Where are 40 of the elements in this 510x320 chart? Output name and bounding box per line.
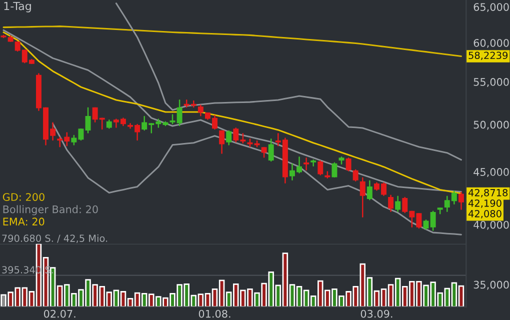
text: Bollinger Band: 20	[3, 205, 98, 216]
candlestick	[304, 157, 310, 170]
x-tick-label: 01.08.	[198, 310, 230, 318]
text: 42,8718	[468, 189, 508, 198]
candlestick	[198, 104, 204, 116]
candlestick	[346, 157, 352, 172]
text: GD: 200	[2, 193, 44, 201]
candlestick	[219, 130, 225, 154]
candlestick	[310, 159, 316, 166]
candlestick	[261, 146, 267, 158]
y-tick-label: 35,000	[474, 280, 509, 290]
text: 42,080	[468, 210, 502, 218]
candlestick	[332, 162, 338, 178]
y-tick-label: 45,000	[474, 168, 509, 177]
candlestick	[318, 160, 324, 176]
x-tick-label: 03.09.	[360, 310, 392, 318]
y-tick-label: 40,000	[474, 220, 509, 230]
candlestick	[388, 194, 394, 212]
candlestick	[430, 210, 436, 231]
x-tick-label: 02.07.	[44, 310, 76, 318]
candlestick	[226, 130, 232, 146]
text: 42,190	[468, 200, 502, 208]
candlestick	[360, 177, 366, 218]
candlestick	[85, 107, 91, 134]
candlestick	[352, 169, 358, 182]
candlestick	[458, 192, 464, 210]
candlestick	[366, 180, 372, 200]
candlestick	[395, 196, 401, 212]
candlestick	[268, 138, 274, 162]
line-series	[115, 2, 462, 161]
y-tick-label: 60,000	[474, 38, 509, 48]
y-tick-label: 50,000	[474, 120, 509, 130]
chart-subtitle: 1-Tag	[4, 2, 31, 12]
ref-line-label: 790.680 S. / 42,5 Mio.	[2, 234, 108, 243]
text: 58,2239	[468, 52, 508, 60]
line-series	[52, 122, 462, 236]
text: EMA: 20	[3, 218, 44, 226]
y-tick-label: 65,000	[474, 3, 509, 12]
line-series	[2, 26, 462, 57]
y-tick-label: 55,000	[474, 78, 509, 87]
